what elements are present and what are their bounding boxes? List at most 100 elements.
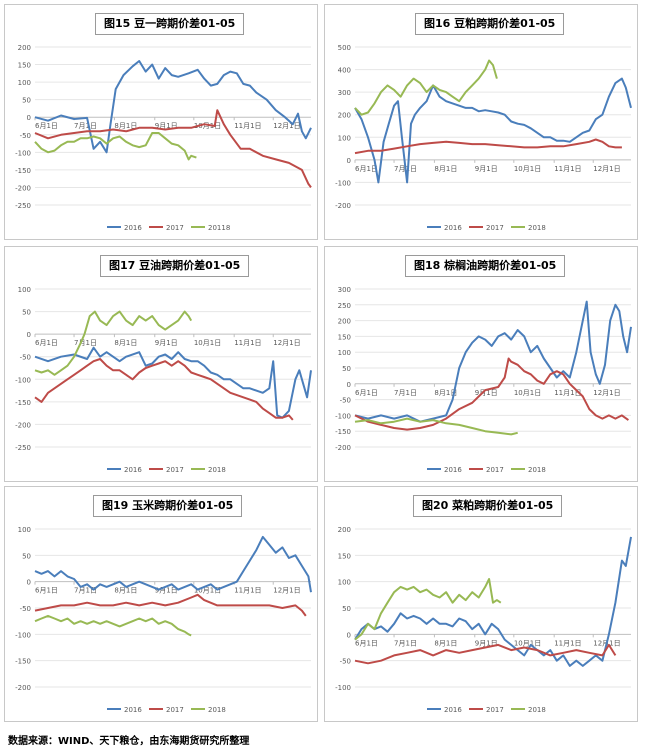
legend-label: 2018: [528, 466, 546, 474]
y-tick-label: -150: [15, 399, 31, 407]
legend-label: 2018: [528, 706, 546, 714]
series-line-2016: [34, 535, 312, 593]
y-tick-label: 100: [18, 286, 31, 294]
series-line-2018: [354, 59, 498, 116]
chart-title: 图20 菜粕跨期价差01-05: [413, 495, 563, 517]
y-tick-label: 50: [342, 605, 351, 613]
x-tick-label: 11月1日: [554, 389, 581, 397]
x-tick-label: 12月1日: [593, 165, 620, 173]
y-tick-label: -50: [20, 605, 31, 613]
legend-label: 2016: [444, 224, 462, 232]
x-tick-label: 11月1日: [234, 587, 261, 595]
series-line-2016: [354, 536, 632, 667]
y-tick-label: 150: [338, 552, 351, 560]
x-tick-label: 11月1日: [234, 122, 261, 130]
y-tick-label: 150: [18, 62, 31, 70]
chart-panel-soymeal: 500 400 300 200 100 0 -100 -200 6月1日 7月1日 8月1日 9月1日…: [324, 4, 638, 240]
series-line-2018: [34, 310, 193, 376]
series-line-2017: [34, 593, 307, 617]
x-tick-label: 9月1日: [475, 639, 498, 647]
y-tick-label: 200: [338, 112, 351, 120]
x-tick-label: 10月1日: [514, 389, 541, 397]
x-tick-label: 8月1日: [114, 587, 137, 595]
chart-panel-soybean1: 200 150 100 50 0 -50 -100 -150 -200 -250 6月1日 7月1日 8…: [4, 4, 318, 240]
y-tick-label: 100: [18, 526, 31, 534]
x-tick-label: 7月1日: [74, 339, 97, 347]
y-tick-label: 400: [338, 67, 351, 75]
x-tick-label: 9月1日: [155, 339, 178, 347]
y-tick-label: -50: [20, 132, 31, 140]
chart-title: 图19 玉米跨期价差01-05: [93, 495, 243, 517]
y-tick-label: 100: [18, 79, 31, 87]
x-tick-label: 12月1日: [273, 122, 300, 130]
x-tick-label: 11月1日: [234, 339, 261, 347]
x-tick-label: 8月1日: [434, 165, 457, 173]
x-tick-label: 6月1日: [355, 165, 378, 173]
legend-label: 2016: [124, 224, 142, 232]
y-tick-label: -150: [335, 428, 351, 436]
x-tick-label: 10月1日: [514, 165, 541, 173]
y-tick-label: 0: [27, 579, 31, 587]
legend-label: 2016: [444, 706, 462, 714]
chart-title: 图16 豆粕跨期价差01-05: [415, 13, 565, 35]
x-tick-label: 10月1日: [514, 639, 541, 647]
x-tick-label: 6月1日: [355, 639, 378, 647]
x-tick-label: 8月1日: [434, 639, 457, 647]
y-tick-label: -100: [15, 631, 31, 639]
y-tick-label: 50: [342, 365, 351, 373]
legend-label: 20118: [208, 224, 230, 232]
y-tick-label: -100: [15, 376, 31, 384]
y-tick-label: 50: [22, 552, 31, 560]
y-tick-label: 100: [338, 579, 351, 587]
legend-label: 2017: [166, 224, 184, 232]
y-tick-label: 200: [338, 318, 351, 326]
x-tick-label: 12月1日: [593, 389, 620, 397]
y-tick-label: 50: [22, 97, 31, 105]
x-tick-label: 6月1日: [35, 339, 58, 347]
chart-svg: 100 50 0 -50 -100 -150 -200 6月1日 7月1日 8月1日 9月1日 10月…: [15, 526, 312, 714]
legend-label: 2018: [528, 224, 546, 232]
x-tick-label: 7月1日: [394, 639, 417, 647]
series-line-2018: [34, 132, 197, 161]
x-tick-label: 10月1日: [194, 122, 221, 130]
x-tick-label: 11月1日: [554, 639, 581, 647]
y-tick-label: -200: [15, 421, 31, 429]
x-tick-label: 6月1日: [355, 389, 378, 397]
series-line-2018: [354, 578, 502, 641]
x-tick-label: 10月1日: [194, 587, 221, 595]
y-tick-label: -150: [15, 658, 31, 666]
y-tick-label: 100: [338, 349, 351, 357]
x-tick-label: 9月1日: [475, 389, 498, 397]
y-tick-label: 0: [347, 157, 351, 165]
y-tick-label: 300: [338, 89, 351, 97]
data-source-note: 数据来源：WIND、天下粮仓，由东海期货研究所整理: [8, 736, 250, 747]
y-tick-label: 0: [347, 381, 351, 389]
legend-label: 2018: [208, 466, 226, 474]
y-tick-label: 100: [338, 134, 351, 142]
x-tick-label: 8月1日: [114, 339, 137, 347]
legend-label: 2016: [124, 466, 142, 474]
series-line-2017: [354, 643, 617, 665]
chart-panel-soyoil: 100 50 0 -50 -100 -150 -200 -250 6月1日 7月1日 8月1日 9月1…: [4, 246, 318, 482]
legend-label: 2017: [486, 706, 504, 714]
y-tick-label: 0: [27, 331, 31, 339]
y-tick-label: -250: [15, 202, 31, 210]
chart-svg: 200 150 100 50 0 -50 -100 6月1日 7月1日 8月1日 9月1日 10月1日…: [335, 526, 632, 714]
series-line-2018: [34, 614, 192, 637]
series-line-2018: [354, 417, 518, 436]
x-tick-label: 8月1日: [434, 389, 457, 397]
x-tick-label: 11月1日: [554, 165, 581, 173]
chart-title: 图15 豆一跨期价差01-05: [95, 13, 245, 35]
x-tick-label: 12月1日: [273, 339, 300, 347]
y-tick-label: -50: [340, 658, 351, 666]
x-tick-label: 9月1日: [155, 122, 178, 130]
y-tick-label: -50: [340, 397, 351, 405]
y-tick-label: -50: [20, 354, 31, 362]
legend-label: 2017: [486, 224, 504, 232]
y-tick-label: 200: [18, 44, 31, 52]
y-tick-label: -200: [15, 684, 31, 692]
x-tick-label: 8月1日: [114, 122, 137, 130]
y-tick-label: -150: [15, 167, 31, 175]
y-tick-label: 200: [338, 526, 351, 534]
